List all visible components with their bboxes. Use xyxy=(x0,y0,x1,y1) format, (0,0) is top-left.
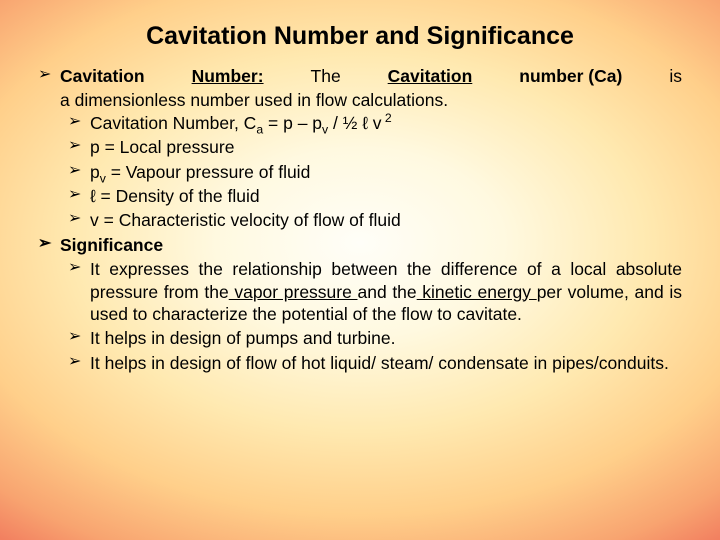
pv-definition: pv = Vapour pressure of fluid xyxy=(38,161,682,183)
significance-item-3: It helps in design of flow of hot liquid… xyxy=(38,352,682,374)
formula-line: Cavitation Number, Ca = p – pv / ½ ℓ v 2 xyxy=(38,112,682,134)
cav-intro-line2: a dimensionless number used in flow calc… xyxy=(38,89,682,111)
significance-item-1: It expresses the relationship between th… xyxy=(38,258,682,325)
p-definition: p = Local pressure xyxy=(38,136,682,158)
cav-label: Cavitation xyxy=(60,66,145,86)
pv-b: = Vapour pressure of fluid xyxy=(106,162,310,182)
significance-heading: Significance xyxy=(38,234,682,256)
cavitation-number-heading: Cavitation Number: The Cavitation number… xyxy=(38,65,682,87)
significance-item-2: It helps in design of pumps and turbine. xyxy=(38,327,682,349)
sig1-kinetic: kinetic energy xyxy=(417,282,537,302)
intro-numca: number (Ca) xyxy=(519,65,622,87)
sig1-vapor: vapor pressure xyxy=(229,282,358,302)
intro-is: is xyxy=(669,65,682,87)
intro-the: The xyxy=(311,65,341,87)
formula-part-c: / ½ ℓ v xyxy=(328,113,381,133)
content-body: Cavitation Number: The Cavitation number… xyxy=(38,65,682,374)
pv-a: p xyxy=(90,162,100,182)
sig1-b: and the xyxy=(357,282,416,302)
formula-part-a: Cavitation Number, C xyxy=(90,113,256,133)
num-label: Number: xyxy=(192,66,264,86)
page-title: Cavitation Number and Significance xyxy=(38,22,682,51)
formula-part-b: = p – p xyxy=(263,113,322,133)
rho-definition: ℓ = Density of the fluid xyxy=(38,185,682,207)
v-definition: v = Characteristic velocity of flow of f… xyxy=(38,209,682,231)
intro-cav: Cavitation xyxy=(388,65,473,87)
formula-sup-2: 2 xyxy=(381,111,391,125)
